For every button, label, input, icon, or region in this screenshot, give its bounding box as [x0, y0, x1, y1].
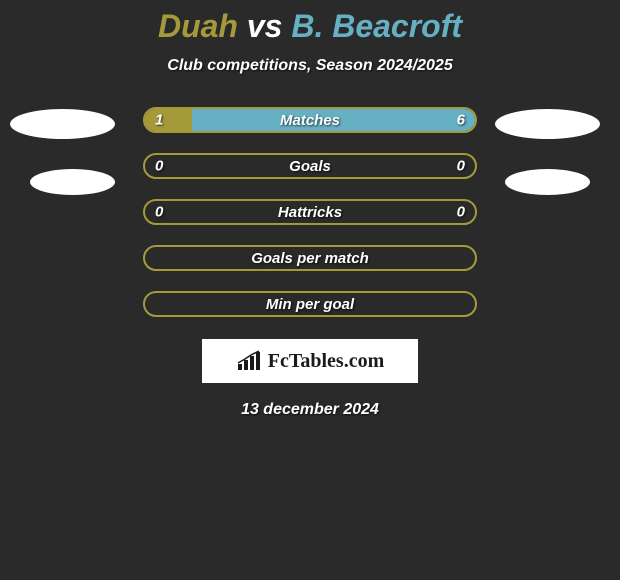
fctables-logo: FcTables.com — [202, 339, 418, 383]
player1-club-placeholder — [30, 169, 115, 195]
stat-bar: 0 0 Goals — [143, 153, 477, 179]
bar-value-left: 0 — [155, 158, 163, 175]
bar-value-right: 0 — [457, 204, 465, 221]
bar-label: Goals per match — [251, 250, 369, 267]
stat-bar: Goals per match — [143, 245, 477, 271]
left-photo-col — [10, 107, 125, 317]
bar-chart-icon — [236, 350, 262, 372]
date-text: 13 december 2024 — [0, 401, 620, 419]
versus-text: vs — [247, 8, 283, 44]
bar-value-right: 0 — [457, 158, 465, 175]
bar-label: Min per goal — [266, 296, 354, 313]
player1-photo-placeholder — [10, 109, 115, 139]
subtitle: Club competitions, Season 2024/2025 — [0, 57, 620, 75]
bar-label: Hattricks — [278, 204, 342, 221]
stat-bar: Min per goal — [143, 291, 477, 317]
player2-club-placeholder — [505, 169, 590, 195]
player2-photo-placeholder — [495, 109, 600, 139]
bar-fill-left — [145, 109, 192, 131]
bar-value-left: 0 — [155, 204, 163, 221]
bar-value-left: 1 — [155, 112, 163, 129]
title: Duah vs B. Beacroft — [0, 8, 620, 45]
player1-name: Duah — [158, 8, 238, 44]
stat-bar: 0 0 Hattricks — [143, 199, 477, 225]
stats-area: 1 6 Matches 0 0 Goals 0 0 Hattricks Goals per mat… — [0, 107, 620, 317]
bar-label: Matches — [280, 112, 340, 129]
player2-name: B. Beacroft — [291, 8, 462, 44]
right-photo-col — [495, 107, 610, 317]
bars-column: 1 6 Matches 0 0 Goals 0 0 Hattricks Goals per mat… — [143, 107, 477, 317]
logo-text: FcTables.com — [268, 350, 384, 373]
stat-bar: 1 6 Matches — [143, 107, 477, 133]
bar-value-right: 6 — [457, 112, 465, 129]
comparison-card: Duah vs B. Beacroft Club competitions, S… — [0, 0, 620, 419]
bar-label: Goals — [289, 158, 331, 175]
